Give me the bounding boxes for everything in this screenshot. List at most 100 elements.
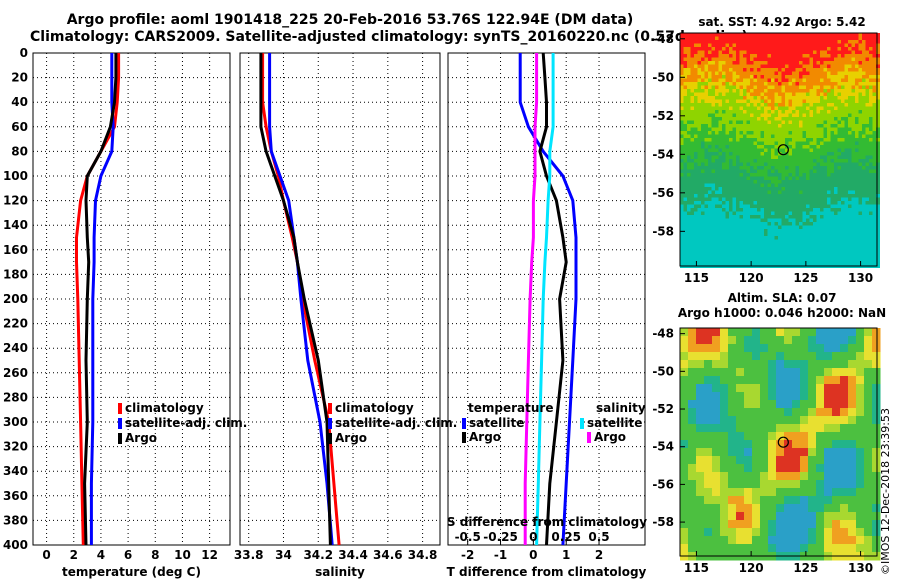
map-xtick-label-sst_map-1: 120 bbox=[739, 271, 764, 285]
xtick-label-temperature-5: 10 bbox=[174, 548, 191, 562]
xtick-top-label-4: 0.5 bbox=[588, 530, 609, 544]
depth-tick-label-3: 60 bbox=[11, 120, 28, 134]
series-line-salinity-2 bbox=[259, 53, 332, 546]
panel-frame-temperature bbox=[32, 52, 231, 546]
legend-difference-right-title: salinity bbox=[596, 401, 646, 415]
map-xtick-label-sst_map-0: 115 bbox=[684, 271, 709, 285]
xtick-label-difference-4: 2 bbox=[595, 548, 603, 562]
xtick-label-salinity-1: 34 bbox=[275, 548, 292, 562]
xtick-label-temperature-2: 4 bbox=[97, 548, 105, 562]
legend-temperature-1-swatch bbox=[118, 418, 122, 429]
xtick-label-difference-3: 1 bbox=[562, 548, 570, 562]
depth-tick-label-2: 40 bbox=[11, 95, 28, 109]
map-ytick-label-sst_map-4: -56 bbox=[652, 186, 674, 200]
depth-tick-label-19: 380 bbox=[3, 513, 28, 527]
xlabel-temperature: temperature (deg C) bbox=[62, 565, 201, 579]
legend-salinity-1-label: satellite-adj. clim. bbox=[335, 416, 457, 430]
series-line-salinity-1 bbox=[268, 53, 334, 546]
map-ytick-label-sla_map-5: -58 bbox=[652, 515, 674, 529]
series-line-temperature-2 bbox=[83, 53, 118, 546]
series-line-temperature-0 bbox=[75, 53, 121, 546]
xtick-top-label-1: -0.25 bbox=[483, 530, 518, 544]
chart-title-line2: Climatology: CARS2009. Satellite-adjuste… bbox=[30, 29, 748, 45]
map-ytick-label-sla_map-1: -50 bbox=[652, 364, 674, 378]
map-ytick-label-sla_map-3: -54 bbox=[652, 440, 674, 454]
legend-difference-right-0-label: satellite bbox=[587, 416, 642, 430]
depth-tick-label-11: 220 bbox=[3, 317, 28, 331]
xtick-label-salinity-5: 34.8 bbox=[408, 548, 438, 562]
legend-difference-left-title: temperature bbox=[468, 401, 553, 415]
xtick-label-difference-2: 0 bbox=[529, 548, 537, 562]
legend-temperature-0-label: climatology bbox=[125, 401, 204, 415]
depth-tick-label-18: 360 bbox=[3, 489, 28, 503]
xtick-label-salinity-4: 34.6 bbox=[373, 548, 403, 562]
depth-tick-label-12: 240 bbox=[3, 341, 28, 355]
map-ytick-label-sla_map-2: -52 bbox=[652, 402, 674, 416]
legend-salinity-1-swatch bbox=[328, 418, 332, 429]
legend-difference-right-1-swatch bbox=[587, 432, 591, 443]
xtick-label-temperature-4: 8 bbox=[151, 548, 159, 562]
sla-map-title-line2: Argo h1000: 0.046 h2000: NaN bbox=[677, 306, 887, 320]
depth-tick-label-20: 400 bbox=[3, 538, 28, 552]
map-frame-sst_map bbox=[679, 32, 878, 267]
legend-difference-left-1-label: Argo bbox=[469, 430, 501, 444]
map-xtick-label-sst_map-3: 130 bbox=[848, 271, 873, 285]
map-xtick-label-sst_map-2: 125 bbox=[793, 271, 818, 285]
legend-temperature-1-label: satellite-adj. clim. bbox=[125, 416, 247, 430]
chart-title-line1: Argo profile: aoml 1901418_225 20-Feb-20… bbox=[66, 12, 634, 28]
depth-tick-label-10: 200 bbox=[3, 292, 28, 306]
xtick-label-difference-1: -1 bbox=[494, 548, 507, 562]
depth-tick-label-17: 340 bbox=[3, 464, 28, 478]
xtick-label-temperature-3: 6 bbox=[124, 548, 132, 562]
legend-difference-right-0-swatch bbox=[580, 418, 584, 429]
map-ytick-label-sst_map-3: -54 bbox=[652, 147, 674, 161]
sla-map-title-line1: Altim. SLA: 0.07 bbox=[727, 291, 837, 305]
map-frame-sla_map bbox=[679, 327, 878, 557]
depth-tick-label-0: 0 bbox=[20, 46, 28, 60]
depth-tick-label-4: 80 bbox=[11, 144, 28, 158]
legend-salinity-2-swatch bbox=[328, 433, 332, 444]
depth-tick-label-14: 280 bbox=[3, 390, 28, 404]
legend-difference-right-1-label: Argo bbox=[594, 430, 626, 444]
xtick-label-temperature-6: 12 bbox=[201, 548, 218, 562]
depth-tick-label-5: 100 bbox=[3, 169, 28, 183]
depth-tick-label-16: 320 bbox=[3, 440, 28, 454]
xlabel-salinity: salinity bbox=[315, 565, 365, 579]
map-ytick-label-sst_map-1: -50 bbox=[652, 70, 674, 84]
legend-temperature-2-label: Argo bbox=[125, 431, 157, 445]
map-ytick-label-sst_map-5: -58 bbox=[652, 224, 674, 238]
depth-tick-label-9: 180 bbox=[3, 267, 28, 281]
xtick-top-label-2: 0 bbox=[529, 530, 537, 544]
series-line-temperature-1 bbox=[89, 53, 115, 545]
series-line-difference-1 bbox=[538, 52, 568, 546]
map-ytick-label-sst_map-2: -52 bbox=[652, 109, 674, 123]
series-line-difference-0 bbox=[518, 53, 578, 546]
argo-position-marker-sst_map bbox=[777, 144, 789, 156]
legend-temperature-0-swatch bbox=[118, 403, 122, 414]
legend-temperature-2-swatch bbox=[118, 433, 122, 444]
depth-tick-label-8: 160 bbox=[3, 243, 28, 257]
argo-position-marker-sla_map bbox=[777, 436, 789, 448]
legend-difference-left-1-swatch bbox=[462, 432, 466, 443]
map-ytick-label-sla_map-4: -56 bbox=[652, 477, 674, 491]
xtick-label-salinity-0: 33.8 bbox=[234, 548, 264, 562]
depth-tick-label-1: 20 bbox=[11, 71, 28, 85]
map-xtick-label-sla_map-0: 115 bbox=[684, 561, 709, 575]
map-xtick-label-sla_map-2: 125 bbox=[793, 561, 818, 575]
map-ytick-label-sla_map-0: -48 bbox=[652, 327, 674, 341]
series-line-difference-2 bbox=[535, 53, 555, 546]
xlabel-difference: T difference from climatology bbox=[447, 565, 647, 579]
map-sst_map bbox=[680, 33, 881, 269]
legend-difference-left-0-swatch bbox=[462, 418, 466, 429]
legend-difference-left-0-label: satellite bbox=[469, 416, 524, 430]
xtick-top-label-3: 0.25 bbox=[551, 530, 581, 544]
map-ytick-label-sst_map-0: -48 bbox=[652, 32, 674, 46]
map-sla_map bbox=[680, 328, 881, 561]
xtick-label-temperature-1: 2 bbox=[70, 548, 78, 562]
xtick-label-salinity-3: 34.4 bbox=[338, 548, 368, 562]
legend-salinity-0-label: climatology bbox=[335, 401, 414, 415]
series-line-difference-3 bbox=[523, 53, 539, 545]
depth-tick-label-6: 120 bbox=[3, 194, 28, 208]
xlabel-top-difference: S difference from climatology bbox=[447, 515, 647, 529]
depth-tick-label-13: 260 bbox=[3, 366, 28, 380]
